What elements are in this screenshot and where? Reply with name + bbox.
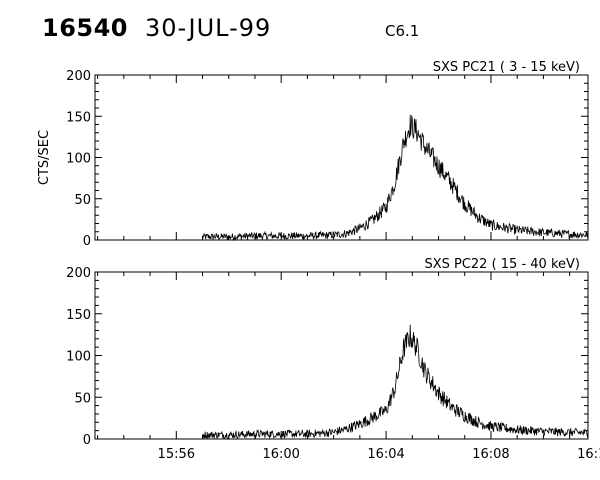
series-line [202,324,589,440]
y-axis-label: CTS/SEC [37,130,52,185]
y-tick-label: 0 [83,234,91,249]
y-tick-label: 200 [66,266,91,281]
x-tick-label: 16:00 [262,447,299,462]
panel-title: SXS PC21 ( 3 - 15 keV) [433,60,580,75]
chart-panel-1: SXS PC21 ( 3 - 15 keV) 0 50 100 150 200 CTS/SE… [37,60,589,249]
chart-panel-2: SXS PC22 ( 15 - 40 keV) 0 50 100 150 200 [66,257,589,448]
x-tick-label: 16:12 [577,447,600,462]
y-tick-label: 100 [66,350,91,365]
y-tick-label: 0 [83,433,91,448]
x-tick-label: 16:04 [367,447,404,462]
y-tick-label: 200 [66,69,91,84]
y-tick-label: 50 [74,193,91,208]
panel-title: SXS PC22 ( 15 - 40 keV) [424,257,580,272]
goes-class: C6.1 [385,22,420,40]
plot-frame [94,271,589,440]
plot-frame [94,74,589,241]
y-tick-label: 150 [66,308,91,323]
header: 16540 30-JUL-99 C6.1 [0,0,600,50]
event-date: 30-JUL-99 [145,14,272,42]
y-tick-label: 100 [66,152,91,167]
y-tick-label: 50 [74,391,91,406]
series-line [202,114,589,242]
y-tick-label: 150 [66,110,91,125]
x-tick-label: 15:56 [158,447,195,462]
x-tick-label: 16:08 [472,447,509,462]
event-id: 16540 [42,14,128,42]
